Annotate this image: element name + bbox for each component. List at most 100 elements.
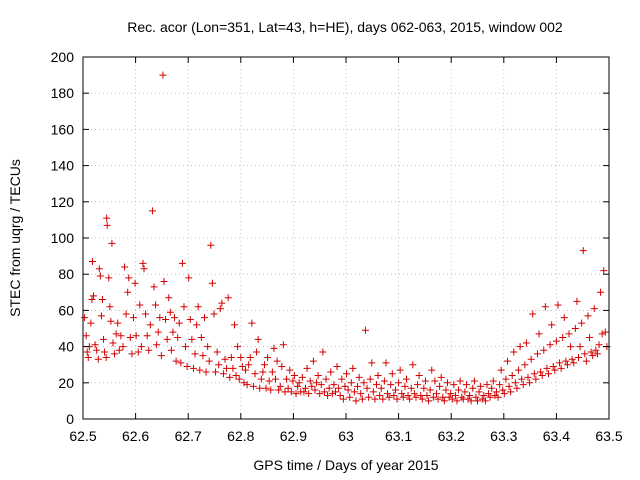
data-point (215, 361, 223, 369)
data-point (115, 346, 123, 354)
data-point (477, 382, 485, 390)
data-point (96, 272, 104, 280)
data-point (461, 388, 469, 396)
data-point (292, 390, 300, 398)
data-point (537, 368, 545, 376)
data-point (199, 352, 207, 360)
data-point (420, 384, 428, 392)
data-point (273, 357, 281, 365)
data-point (256, 384, 264, 392)
data-point (418, 395, 426, 403)
data-point (212, 368, 220, 376)
data-point (275, 386, 283, 394)
data-point (137, 343, 145, 351)
data-point (309, 357, 317, 365)
data-point (343, 370, 351, 378)
grid-layer (83, 57, 609, 419)
data-point (257, 375, 265, 383)
data-point (313, 379, 321, 387)
data-point (201, 314, 209, 322)
data-point (100, 335, 108, 343)
data-point (399, 393, 407, 401)
y-tick-label: 80 (58, 266, 74, 282)
data-point (249, 382, 257, 390)
x-tick-label: 63.1 (385, 428, 412, 444)
data-point (412, 393, 420, 401)
data-point (227, 353, 235, 361)
data-point (481, 397, 489, 405)
data-point (260, 361, 268, 369)
data-point (549, 363, 557, 371)
data-point (529, 310, 537, 318)
data-point (390, 391, 398, 399)
data-point (456, 377, 464, 385)
x-tick-label: 62.6 (122, 428, 149, 444)
data-point (157, 352, 165, 360)
data-point (270, 344, 278, 352)
data-point (132, 332, 140, 340)
data-point (579, 247, 587, 255)
data-point (93, 346, 101, 354)
data-point (268, 368, 276, 376)
data-point (503, 357, 511, 365)
data-point (319, 348, 327, 356)
data-point (238, 363, 246, 371)
data-point (88, 296, 96, 304)
data-point (202, 368, 210, 376)
data-point (272, 375, 280, 383)
data-point (530, 370, 538, 378)
data-point (376, 391, 384, 399)
data-point (409, 361, 417, 369)
data-point (450, 381, 458, 389)
data-point (540, 346, 548, 354)
data-point (541, 303, 549, 311)
x-tick-label: 62.5 (69, 428, 96, 444)
data-point (129, 314, 137, 322)
data-point (314, 372, 322, 380)
data-point (350, 388, 358, 396)
data-point (101, 348, 109, 356)
data-point (139, 259, 147, 267)
data-point (578, 319, 586, 327)
data-point (142, 310, 150, 318)
data-point (355, 373, 363, 381)
data-point (415, 372, 423, 380)
ticks-layer (82, 56, 610, 420)
data-point (175, 319, 183, 327)
data-point (590, 305, 598, 313)
data-point (98, 296, 106, 304)
data-point (317, 381, 325, 389)
data-point (402, 375, 410, 383)
y-tick-label: 180 (51, 85, 75, 101)
data-point (500, 390, 508, 398)
data-point (358, 395, 366, 403)
data-point (567, 343, 575, 351)
data-point (466, 391, 474, 399)
data-point (570, 359, 578, 367)
data-point (380, 377, 388, 385)
data-point (246, 353, 254, 361)
data-point (440, 397, 448, 405)
data-point (284, 384, 292, 392)
data-point (357, 390, 365, 398)
data-point (83, 348, 91, 356)
data-point (333, 363, 341, 371)
data-point (226, 373, 234, 381)
data-point (417, 391, 425, 399)
data-point (163, 335, 171, 343)
data-point (264, 353, 272, 361)
data-point (366, 375, 374, 383)
data-point (365, 393, 373, 401)
data-point (174, 334, 182, 342)
data-point (429, 393, 437, 401)
chart-title: Rec. acor (Lon=351, Lat=43, h=HE), days … (127, 19, 563, 35)
data-point (428, 366, 436, 374)
y-tick-label: 100 (51, 230, 75, 246)
data-point (521, 361, 529, 369)
data-point (224, 294, 232, 302)
data-point (518, 375, 526, 383)
data-point (377, 384, 385, 392)
data-point (248, 319, 256, 327)
data-point (88, 258, 96, 266)
